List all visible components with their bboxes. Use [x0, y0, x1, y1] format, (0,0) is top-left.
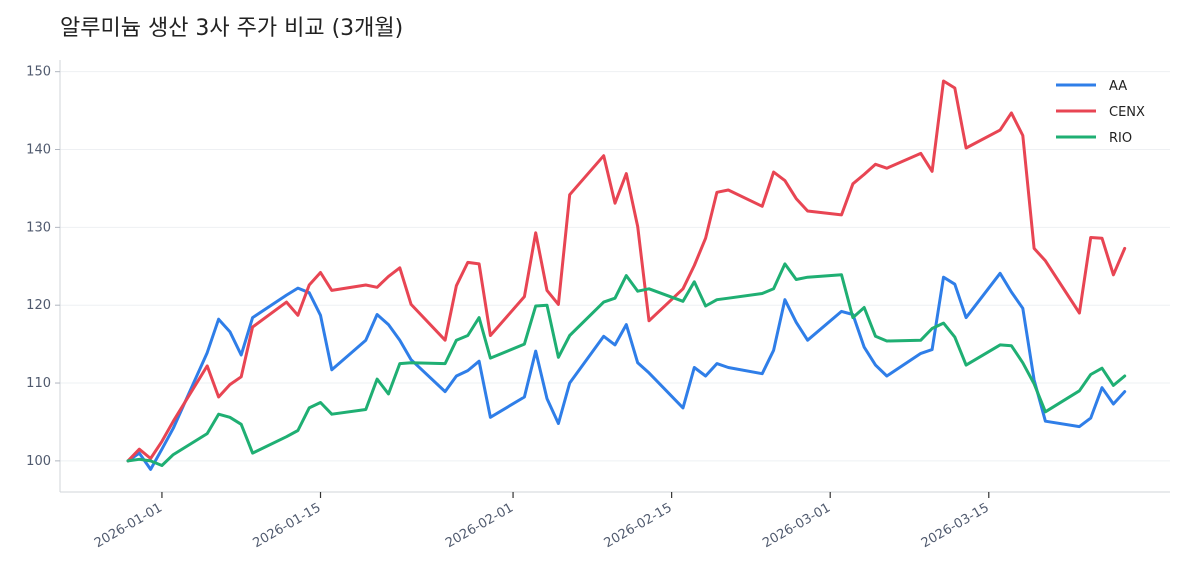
x-tick-label: 2026-01-01: [92, 500, 165, 551]
series-line-rio: [126, 262, 1127, 467]
series-line-aa: [126, 271, 1127, 471]
x-tick-label: 2026-03-01: [760, 500, 833, 551]
y-tick-label: 130: [26, 220, 51, 235]
chart-title: 알루미늄 생산 3사 주가 비교 (3개월): [60, 16, 404, 41]
y-tick-label: 110: [26, 376, 51, 391]
x-ticks: 2026-01-01 2026-01-15 2026-02-01 2026-02-15…: [92, 492, 992, 551]
legend-label-cenx: CENX: [1109, 105, 1145, 120]
y-tick-label: 120: [26, 298, 51, 313]
x-tick-label: 2026-02-01: [443, 500, 516, 551]
x-tick-label: 2026-02-15: [602, 500, 675, 551]
y-ticks: 100 110 120 130 140 150: [26, 65, 60, 469]
x-tick-label: 2026-01-15: [251, 500, 324, 551]
legend-label-aa: AA: [1109, 79, 1127, 94]
x-tick-label: 2026-03-15: [919, 500, 992, 551]
y-tick-label: 100: [26, 454, 51, 469]
series-lines: [126, 79, 1127, 471]
series-line-cenx: [126, 79, 1127, 463]
legend: AA CENX RIO: [1056, 79, 1145, 146]
gridlines: [60, 71, 1170, 462]
axes: [59, 60, 1170, 493]
y-tick-label: 150: [26, 65, 51, 80]
y-tick-label: 140: [26, 143, 51, 158]
legend-label-rio: RIO: [1109, 131, 1132, 146]
